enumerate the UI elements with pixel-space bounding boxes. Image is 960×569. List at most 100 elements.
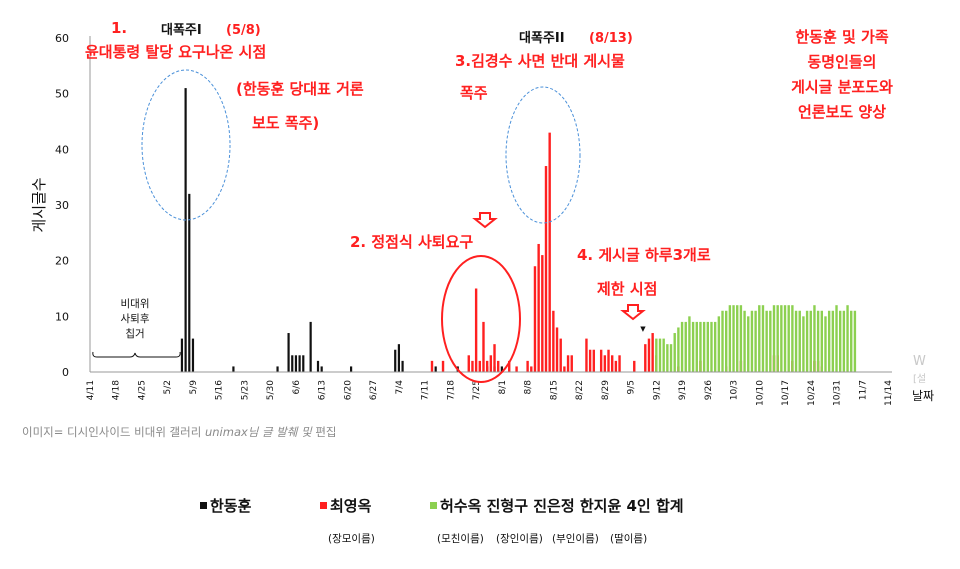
bar xyxy=(618,355,621,372)
x-tick-label: 7/18 xyxy=(446,380,456,400)
bar xyxy=(633,360,636,372)
bar xyxy=(500,366,503,372)
x-tick-label: 6/20 xyxy=(343,380,353,400)
bar xyxy=(710,321,713,372)
y-tick-label: 0 xyxy=(62,366,69,379)
bar xyxy=(276,366,279,372)
bar xyxy=(750,310,754,372)
note-right-line: 한동훈 및 가족 xyxy=(795,28,888,46)
bar xyxy=(765,310,768,372)
bar xyxy=(809,310,812,372)
bar xyxy=(780,305,783,372)
bar xyxy=(791,305,794,372)
bar xyxy=(721,310,724,372)
bar xyxy=(673,333,676,372)
caption-italic: unimax님 글 발췌 및 xyxy=(204,425,312,439)
bar xyxy=(603,355,607,372)
x-tick-label: 8/15 xyxy=(549,380,559,400)
bar xyxy=(842,310,846,372)
bar xyxy=(717,316,721,372)
peak-label-1-date: (5/8) xyxy=(226,23,261,38)
highlight-ellipse xyxy=(441,255,521,383)
x-tick-label: 4/11 xyxy=(86,380,96,400)
bar xyxy=(713,321,717,372)
down-arrow-icon xyxy=(620,304,646,321)
x-tick-label: 4/18 xyxy=(112,380,122,400)
legend-swatch-red xyxy=(320,502,327,509)
x-tick-label: 8/1 xyxy=(498,380,508,394)
bar xyxy=(467,355,470,372)
note-1-number: 1. xyxy=(111,19,127,37)
bar xyxy=(805,310,809,372)
bar xyxy=(610,355,614,372)
bar xyxy=(754,310,757,372)
legend-sublabel: (장모이름) xyxy=(328,533,375,545)
bar xyxy=(309,321,312,372)
bar xyxy=(294,355,298,372)
bar xyxy=(699,321,702,372)
bar xyxy=(485,360,489,372)
bar xyxy=(588,349,592,372)
bar xyxy=(691,321,695,372)
legend-label: 허수옥 진형구 진은정 한지윤 4인 합계 xyxy=(440,497,684,515)
bar xyxy=(287,333,290,372)
x-tick-label: 5/2 xyxy=(163,380,173,394)
x-tick-label: 5/23 xyxy=(240,380,250,400)
bar xyxy=(666,344,669,372)
small-triangle-icon: ▼ xyxy=(640,325,646,333)
x-tick-label: 10/24 xyxy=(807,380,817,406)
bar xyxy=(724,310,728,372)
bar xyxy=(758,305,761,372)
bar xyxy=(430,360,434,372)
bar xyxy=(783,305,787,372)
bar xyxy=(688,316,691,372)
bar xyxy=(739,305,743,372)
bar xyxy=(702,321,706,372)
note-1-text: 윤대통령 탈당 요구나온 시점 xyxy=(85,43,266,61)
x-axis-label: 날짜 xyxy=(912,389,934,403)
x-tick-label: 7/11 xyxy=(421,380,431,400)
bar xyxy=(563,366,566,372)
x-tick-label: 10/31 xyxy=(833,380,843,406)
bar xyxy=(441,360,445,372)
note-3-line1: 3.김경수 사면 반대 게시물 xyxy=(455,52,625,70)
bar xyxy=(787,305,790,372)
bar xyxy=(614,360,618,372)
bar xyxy=(180,338,184,372)
x-tick-label: 5/16 xyxy=(215,380,225,400)
bar xyxy=(816,310,820,372)
note-right-line: 게시글 분포도와 xyxy=(791,78,893,96)
highlight-ellipse xyxy=(141,69,231,221)
period-bracket xyxy=(92,351,181,358)
bar xyxy=(566,355,570,372)
x-tick-label: 6/13 xyxy=(318,380,328,400)
bar xyxy=(684,321,687,372)
bar xyxy=(482,321,485,372)
x-tick-label: 6/6 xyxy=(292,380,302,395)
bar xyxy=(493,344,496,372)
legend-item-han: 한동훈 xyxy=(200,495,251,516)
bar xyxy=(824,316,827,372)
x-tick-label: 10/3 xyxy=(730,380,740,400)
bar xyxy=(489,355,493,372)
bar xyxy=(677,327,680,372)
bar xyxy=(515,366,518,372)
bar xyxy=(526,360,529,372)
x-tick-label: 7/4 xyxy=(395,380,405,395)
legend-label: 최영옥 xyxy=(330,497,372,515)
bar xyxy=(585,338,588,372)
note-2-text: 2. 정점식 사퇴요구 xyxy=(350,233,473,251)
x-tick-label: 6/27 xyxy=(369,380,379,400)
x-tick-label: 9/12 xyxy=(652,380,662,400)
x-tick-label: 7/25 xyxy=(472,380,482,400)
bar xyxy=(706,321,710,372)
legend-sublabel: (딸이름) xyxy=(610,533,648,545)
y-tick-label: 30 xyxy=(55,199,69,212)
legend-sublabel: (모친이름) xyxy=(437,533,484,545)
bar xyxy=(298,355,301,372)
chart-svg: 0 10 20 30 40 50 60 게시글수 4/11 4/18 4/25 5/2 5/9 5/16 5… xyxy=(30,19,934,406)
x-tick-label: 9/26 xyxy=(704,380,714,400)
bar xyxy=(541,255,544,372)
bar xyxy=(695,321,698,372)
